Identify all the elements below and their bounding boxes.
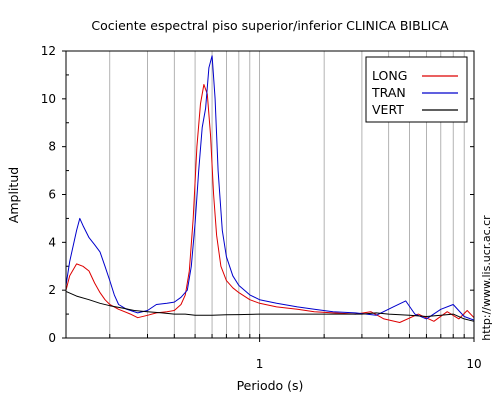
chart-title: Cociente espectral piso superior/inferio…: [91, 18, 449, 33]
x-axis-label: Periodo (s): [237, 378, 304, 393]
y-tick-label: 10: [41, 92, 56, 106]
series-line-tran: [65, 55, 475, 321]
y-tick-label: 4: [48, 235, 56, 249]
x-axis: 1 10: [109, 334, 482, 371]
side-url-text: http://www.lis.ucr.ac.cr: [480, 215, 493, 341]
legend-label-tran: TRAN: [371, 85, 406, 100]
y-tick-label: 8: [48, 140, 56, 154]
y-tick-label: 12: [41, 44, 56, 58]
legend-label-vert: VERT: [372, 102, 404, 117]
series-line-long: [65, 84, 475, 323]
series-line-vert: [65, 290, 475, 322]
x-tick-label: 10: [466, 357, 481, 371]
y-axis-label: Amplitud: [6, 167, 21, 223]
y-tick-label: 0: [48, 331, 56, 345]
plot-frame: [65, 50, 475, 339]
legend-box: [365, 56, 468, 123]
series-lines: [65, 55, 475, 323]
x-tick-label: 1: [256, 357, 264, 371]
legend-label-long: LONG: [372, 68, 407, 83]
y-tick-label: 6: [48, 188, 56, 202]
legend: LONG TRAN VERT: [365, 56, 468, 123]
y-tick-label: 2: [48, 283, 56, 297]
